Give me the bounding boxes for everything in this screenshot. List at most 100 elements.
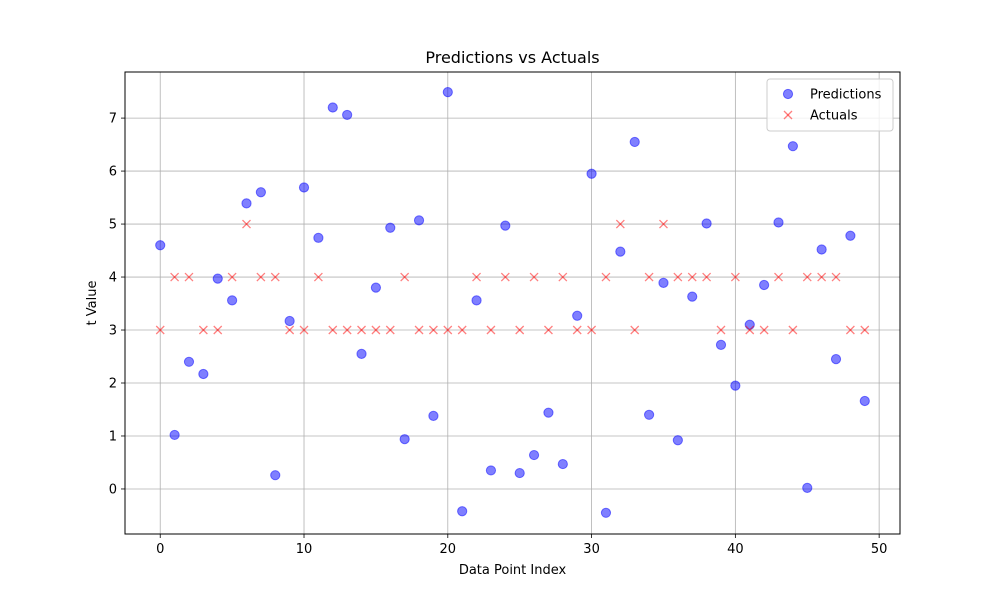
predictions-point [701, 218, 712, 229]
x-marker-stroke [745, 325, 755, 335]
x-axis-label: Data Point Index [459, 563, 567, 578]
x-marker-stroke [357, 325, 366, 335]
x-tick-label: 50 [871, 542, 888, 557]
predictions-point [169, 429, 180, 441]
x-tick-label: 0 [156, 542, 164, 557]
y-tick-label: 3 [109, 324, 117, 339]
y-tick-label: 4 [109, 271, 117, 286]
actuals-point [242, 219, 251, 229]
actuals-point [587, 325, 597, 335]
actuals-point [414, 325, 424, 335]
predictions-point [528, 449, 540, 461]
actuals-point [500, 272, 510, 282]
predictions-point [600, 507, 612, 518]
actuals-point [730, 272, 740, 282]
actuals-point [472, 272, 482, 282]
x-marker-stroke [285, 325, 295, 335]
predictions-point [298, 182, 310, 193]
actuals-point [659, 219, 668, 229]
actuals-point [213, 325, 223, 335]
predictions-point [327, 102, 338, 113]
actuals-point [673, 272, 683, 282]
actuals-point [385, 325, 395, 335]
actuals-point [227, 272, 237, 282]
actuals-point [428, 325, 438, 335]
x-marker-stroke [371, 325, 381, 335]
predictions-point [787, 141, 798, 152]
x-marker-stroke [198, 325, 208, 335]
predictions-point [442, 87, 453, 98]
x-marker-stroke [802, 272, 812, 282]
actuals-point [802, 272, 812, 282]
actuals-point [270, 272, 280, 282]
x-marker-stroke [242, 219, 251, 229]
x-marker-stroke [831, 272, 841, 282]
actuals-point [357, 325, 366, 335]
predictions-point [802, 482, 813, 494]
predictions-point [313, 232, 324, 243]
x-marker-stroke [783, 110, 793, 120]
actuals-point [831, 272, 841, 282]
y-tick-label: 7 [109, 112, 117, 127]
y-tick-label: 0 [109, 482, 117, 497]
predictions-point [744, 319, 755, 330]
y-tick-label: 5 [109, 218, 117, 233]
x-marker-stroke [788, 325, 798, 335]
x-marker-stroke [659, 219, 668, 229]
predictions-point [845, 230, 856, 241]
x-marker-stroke [759, 325, 769, 335]
actuals-point [615, 219, 625, 229]
predictions-point [658, 277, 669, 288]
x-marker-stroke [270, 272, 280, 282]
predictions-point [155, 240, 166, 251]
x-marker-stroke [385, 325, 395, 335]
actuals-point [457, 325, 467, 335]
actuals-point [644, 272, 654, 282]
y-axis-label: t Value [85, 281, 100, 326]
x-marker-stroke [457, 325, 467, 335]
legend-label-actuals: Actuals [810, 109, 858, 124]
x-marker-stroke [256, 272, 266, 282]
predictions-point [514, 467, 525, 479]
x-tick-label: 10 [296, 542, 313, 557]
actuals-point [702, 272, 712, 282]
actuals-point [198, 325, 208, 335]
actuals-point [759, 325, 769, 335]
x-marker-stroke [845, 325, 855, 335]
predictions-point [859, 395, 870, 407]
actuals-point [817, 272, 827, 282]
legend-marker-predictions [782, 88, 794, 100]
x-marker-stroke [817, 272, 827, 282]
x-marker-stroke [400, 272, 410, 282]
predictions-point [773, 217, 784, 228]
predictions-point [356, 348, 367, 359]
x-marker-stroke [774, 272, 783, 282]
actuals-point [486, 325, 496, 335]
x-tick-label: 20 [440, 542, 457, 557]
x-marker-stroke [543, 325, 553, 335]
grid-lines [125, 72, 900, 534]
axes-frame [124, 71, 901, 535]
y-tick-label: 2 [109, 377, 117, 392]
x-marker-stroke [328, 325, 338, 335]
x-marker-stroke [730, 272, 740, 282]
x-marker-stroke [313, 272, 323, 282]
predictions-point [672, 435, 683, 446]
predictions-point [471, 295, 482, 306]
actuals-point [543, 325, 553, 335]
legend-label-predictions: Predictions [810, 88, 882, 103]
actuals-point [860, 325, 870, 335]
actuals-point [342, 325, 352, 335]
predictions-point [284, 315, 295, 327]
predictions-point [255, 187, 266, 198]
x-marker-stroke [702, 272, 712, 282]
y-tick-label: 6 [109, 165, 117, 180]
predictions-point [500, 220, 511, 231]
predictions-point [643, 409, 655, 420]
predictions-point [572, 310, 583, 321]
predictions-point [715, 339, 727, 350]
actuals-point [687, 272, 697, 282]
actuals-point [788, 325, 798, 335]
x-marker-stroke [170, 272, 180, 282]
